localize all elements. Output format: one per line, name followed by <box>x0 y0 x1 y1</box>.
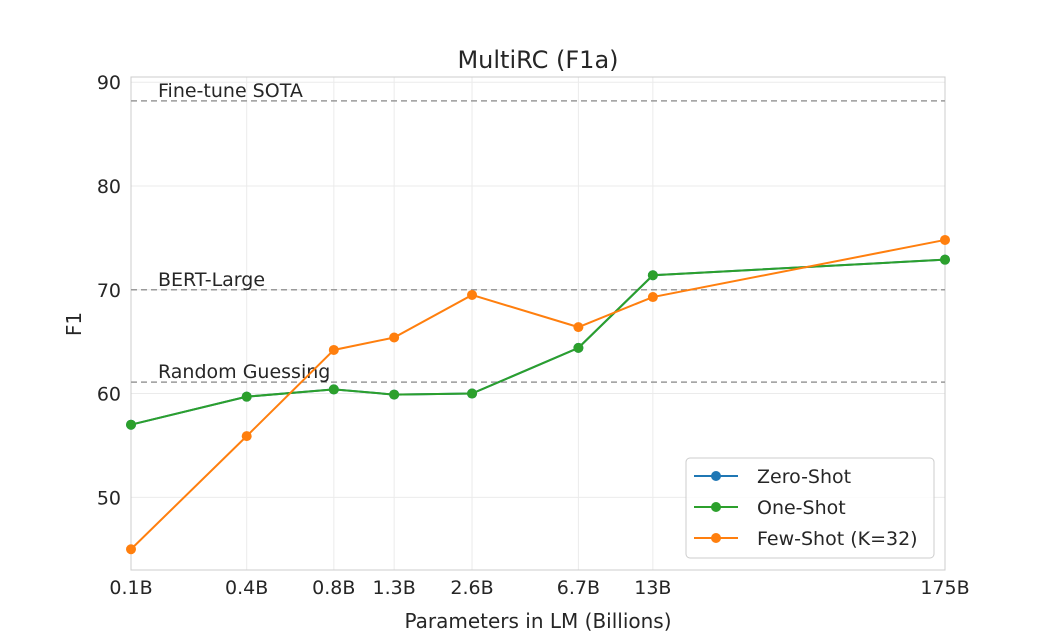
reference-line-label: Random Guessing <box>158 361 330 383</box>
x-tick-label: 0.8B <box>312 577 355 599</box>
reference-lines: Fine-tune SOTA BERT-Large Random Guessing <box>131 80 945 383</box>
series-one-shot <box>126 254 950 430</box>
y-tick-label: 90 <box>97 72 121 94</box>
x-tick-label: 175B <box>920 577 969 599</box>
ticks: 0.1B 0.4B 0.8B 1.3B 2.6B 6.7B 13B 175B 50 60 70 80 9… <box>97 72 970 599</box>
legend: Zero-Shot One-Shot Few-Shot (K=32) <box>685 457 935 559</box>
chart-title: MultiRC (F1a) <box>457 46 618 74</box>
y-axis-label: F1 <box>62 312 86 336</box>
series-line <box>130 238 946 550</box>
legend-label: Few-Shot (K=32) <box>757 528 918 550</box>
data-point <box>389 389 400 400</box>
data-point <box>940 234 950 245</box>
data-point <box>467 289 478 300</box>
series-few-shot-k-32 <box>126 234 950 555</box>
y-tick-label: 70 <box>97 280 121 302</box>
legend-item: One-Shot <box>694 497 846 519</box>
legend-marker <box>711 471 721 481</box>
x-axis-label: Parameters in LM (Billions) <box>404 609 671 633</box>
data-point <box>940 254 950 265</box>
data-point <box>328 344 339 355</box>
legend-marker <box>711 533 721 543</box>
data-point <box>647 270 658 281</box>
plot-frame <box>130 76 946 571</box>
data-point <box>126 544 136 555</box>
x-tick-label: 6.7B <box>557 577 600 599</box>
data-point <box>467 388 478 399</box>
data-point <box>389 332 400 343</box>
y-tick-label: 60 <box>97 384 121 406</box>
legend-item: Few-Shot (K=32) <box>694 528 918 550</box>
legend-label: Zero-Shot <box>757 466 851 488</box>
series-line <box>130 258 946 426</box>
series <box>126 234 950 555</box>
y-tick-label: 50 <box>97 487 121 509</box>
data-point <box>328 384 339 395</box>
reference-line-label: BERT-Large <box>158 269 265 291</box>
data-point <box>241 391 252 402</box>
data-point <box>573 322 584 333</box>
data-point <box>241 431 252 442</box>
reference-line-label: Fine-tune SOTA <box>158 80 303 102</box>
x-tick-label: 2.6B <box>450 577 493 599</box>
data-point <box>647 292 658 303</box>
y-tick-label: 80 <box>97 176 121 198</box>
x-tick-label: 1.3B <box>373 577 416 599</box>
legend-marker <box>711 502 721 512</box>
x-tick-label: 0.1B <box>109 577 152 599</box>
data-point <box>573 342 584 353</box>
data-point <box>126 419 136 430</box>
legend-item: Zero-Shot <box>694 466 851 488</box>
legend-box <box>685 457 935 559</box>
x-tick-label: 0.4B <box>225 577 268 599</box>
x-tick-label: 13B <box>634 577 671 599</box>
legend-label: One-Shot <box>757 497 846 519</box>
